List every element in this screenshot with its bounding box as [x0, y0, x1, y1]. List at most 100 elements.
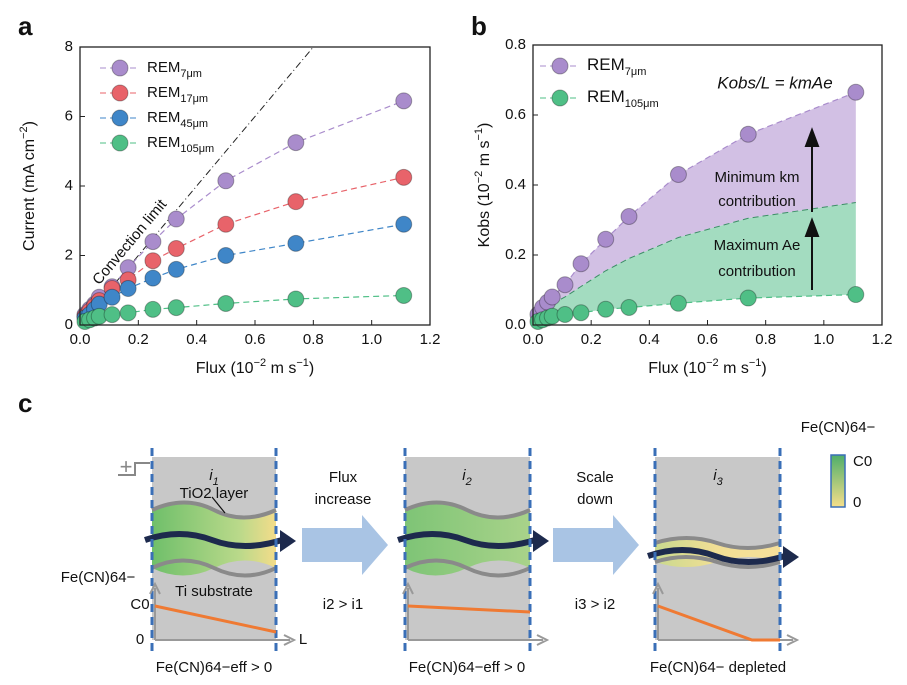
- legend-marker: [111, 109, 129, 127]
- data-point: [103, 288, 121, 306]
- x-tick-label: 0.8: [755, 331, 776, 348]
- zero-label: 0: [136, 631, 144, 648]
- formula: Kobs/L = kmAe: [717, 73, 832, 92]
- y-tick-label: 0.6: [505, 106, 526, 123]
- y-tick-label: 4: [65, 177, 73, 194]
- note: contribution: [718, 263, 796, 280]
- data-point: [556, 306, 574, 323]
- y-tick-label: 0.8: [505, 36, 526, 53]
- legend-marker: [111, 134, 129, 152]
- x-axis-title: Flux (10−2 m s−1): [648, 357, 766, 377]
- data-point: [217, 172, 235, 190]
- data-point: [739, 289, 757, 307]
- data-point: [144, 300, 162, 318]
- y-tick-label: 6: [65, 107, 73, 124]
- step-relation: i2 > i1: [323, 596, 363, 613]
- x-tick-label: 1.2: [872, 331, 893, 348]
- data-point: [395, 286, 413, 304]
- data-point: [597, 300, 615, 318]
- data-point: [144, 269, 162, 287]
- data-point: [167, 299, 185, 317]
- x-tick-label: 0.2: [128, 331, 149, 348]
- data-point: [669, 166, 687, 183]
- data-point: [287, 234, 305, 252]
- data-point: [119, 280, 137, 298]
- x-tick-label: 0.4: [186, 331, 207, 348]
- data-point: [167, 210, 185, 228]
- colorbar-title: Fe(CN)64−: [801, 419, 876, 436]
- pore-walls: [151, 500, 781, 578]
- step-relation: i3 > i2: [575, 596, 615, 613]
- x-tick-label: 0.0: [523, 331, 544, 348]
- x-tick-label: 0.8: [303, 331, 324, 348]
- data-point: [287, 193, 305, 211]
- y-tick-label: 0: [65, 316, 73, 333]
- panel-label: c: [18, 388, 32, 418]
- data-point: [167, 240, 185, 258]
- y-tick-label: 0.4: [505, 176, 526, 193]
- data-point: [287, 290, 305, 308]
- data-point: [217, 247, 235, 264]
- note: Minimum km: [715, 169, 800, 186]
- step-label: Scale: [576, 469, 614, 486]
- data-point: [669, 294, 687, 312]
- legend-label: REM17μm: [147, 84, 208, 105]
- x-tick-label: 1.0: [813, 331, 834, 348]
- step-label: down: [577, 491, 613, 508]
- data-point: [847, 83, 865, 101]
- substrate-label: Ti substrate: [175, 583, 253, 600]
- step-label: Flux: [329, 469, 358, 486]
- boundary-line: [150, 448, 782, 652]
- colorbar: [830, 454, 846, 508]
- current-label: i3: [713, 467, 723, 488]
- data-point: [395, 92, 413, 110]
- data-point: [144, 233, 162, 251]
- note: Maximum Ae: [714, 237, 801, 254]
- legend-label: REM7μm: [587, 55, 646, 77]
- current-label: i2: [462, 467, 471, 488]
- data-point: [597, 230, 615, 248]
- panel-label: a: [18, 11, 33, 41]
- legend-label: REM7μm: [147, 59, 202, 80]
- y-tick-label: 2: [65, 246, 73, 263]
- step-label: increase: [315, 491, 372, 508]
- c0-label: C0: [130, 596, 149, 613]
- colorbar-top: C0: [853, 453, 872, 470]
- data-point: [395, 168, 413, 186]
- concentration-profile: [154, 604, 780, 642]
- area-lower: [537, 202, 856, 322]
- concentration-axes: [118, 462, 800, 646]
- data-point: [395, 215, 413, 233]
- data-point: [620, 299, 638, 316]
- data-point: [119, 304, 137, 322]
- data-point: [847, 286, 865, 304]
- y-tick-label: 8: [65, 38, 73, 55]
- legend-label: REM105μm: [147, 134, 214, 155]
- arrow-head: [280, 530, 799, 568]
- diagram-text: c + i1 i2 i3 TiO2 layer Ti substrate Fe(…: [18, 388, 876, 676]
- legend-label: REM105μm: [587, 87, 659, 109]
- data-point: [620, 208, 638, 225]
- data-point: [144, 252, 162, 270]
- channel: [655, 538, 780, 567]
- length-label: L: [299, 631, 307, 648]
- legend-marker: [111, 59, 129, 77]
- note: contribution: [718, 193, 796, 210]
- x-tick-label: 1.2: [420, 331, 441, 348]
- step-arrow: [302, 515, 639, 575]
- data-point: [556, 276, 574, 294]
- diagram: [118, 448, 846, 652]
- data-point: [287, 134, 305, 152]
- legend-marker: [551, 57, 569, 75]
- pointer: [211, 496, 226, 514]
- oxide-label: TiO2 layer: [180, 485, 249, 502]
- data-point: [572, 304, 590, 322]
- data-point: [217, 215, 235, 233]
- species-label: Fe(CN)64−: [61, 569, 136, 586]
- data-point: [739, 125, 757, 143]
- y-tick-label: 0.2: [505, 246, 526, 263]
- caption: Fe(CN)64−eff > 0: [409, 659, 525, 676]
- plus-sign: +: [120, 454, 133, 479]
